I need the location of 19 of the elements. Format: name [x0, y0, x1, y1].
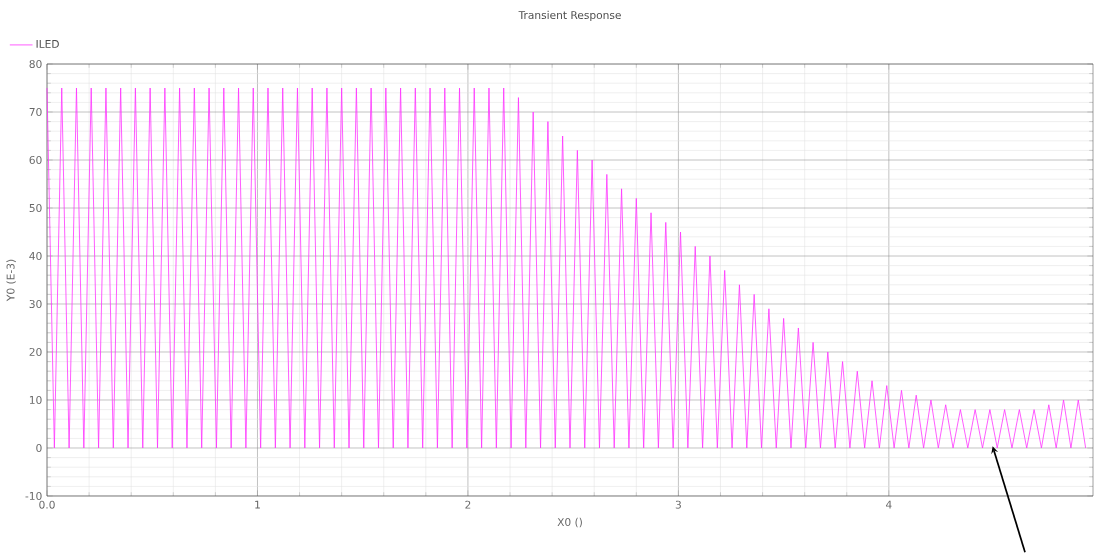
- y-tick-label: -10: [25, 491, 42, 501]
- y-tick-label: 60: [29, 155, 42, 165]
- x-tick-label: 2: [465, 500, 471, 509]
- y-tick-label: 80: [29, 59, 42, 69]
- x-axis-title: X0 (): [557, 517, 582, 528]
- y-axis-title: Y0 (E-3): [6, 259, 16, 302]
- chart-title: Transient Response: [518, 10, 621, 22]
- legend-label: ILED: [36, 40, 59, 48]
- x-tick-label: 3: [675, 500, 681, 509]
- x-tick-label: 4: [886, 500, 892, 509]
- y-tick-label: 10: [29, 395, 42, 405]
- y-tick-label: 20: [29, 347, 42, 357]
- y-tick-label: 30: [29, 299, 42, 309]
- x-tick-label: 1: [255, 500, 260, 509]
- y-tick-label: 40: [29, 251, 42, 261]
- y-tick-label: 0: [36, 443, 42, 453]
- x-tick-label: 0.0: [39, 500, 55, 509]
- y-tick-label: 70: [29, 107, 42, 117]
- y-tick-label: 50: [29, 203, 42, 213]
